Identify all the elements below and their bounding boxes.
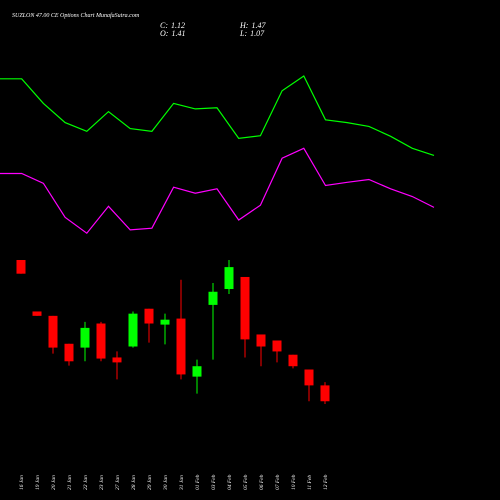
x-tick-label: 06 Feb [259,474,265,490]
x-tick-label: 27 Jan [115,475,121,490]
ohlc-label: H: 1.47 [239,21,266,30]
ohlc-value: 1.12 [171,21,185,30]
candle-body [80,327,90,348]
x-tick-label: 11 Feb [307,475,313,490]
x-tick-label: 01 Feb [195,474,201,490]
candle-body [272,340,282,352]
x-tick-label: 16 Jan [19,475,25,490]
ohlc-value: 1.41 [171,29,185,38]
candle-body [64,343,74,362]
ohlc-label: C: 1.12 [160,21,185,30]
x-tick-label: 22 Jan [83,475,89,490]
x-tick-label: 05 Feb [243,474,249,490]
ohlc-key: H: [239,21,249,30]
x-tick-label: 21 Jan [67,475,73,490]
candle-body [208,291,218,305]
candle-body [96,323,106,359]
indicator-line [0,147,435,235]
candle-body [48,315,58,348]
x-tick-label: 19 Jan [35,475,41,490]
x-tick-label: 23 Jan [99,475,105,490]
x-tick-label: 04 Feb [226,474,233,490]
x-tick-label: 10 Feb [291,474,297,490]
candle-body [256,334,266,347]
candle-body [32,311,42,316]
candle-body [320,385,330,402]
x-tick-label: 29 Jan [147,475,153,490]
chart-title: SUZLON 47.00 CE Options Chart MunafaSutr… [12,12,140,19]
ohlc-key: L: [239,29,247,38]
candle-body [112,357,122,363]
x-tick-label: 30 Jan [163,475,169,491]
candle-body [16,260,26,274]
x-tick-label: 07 Feb [275,474,281,490]
candle-body [224,267,234,290]
candle-body [144,308,154,324]
x-tick-label: 31 Jan [179,475,185,491]
candle-body [288,354,298,367]
x-tick-label: 20 Jan [51,475,57,490]
x-tick-label: 03 Feb [211,474,217,490]
x-tick-label: 28 Jan [131,475,137,490]
ohlc-label: L: 1.07 [239,29,265,38]
x-tick-label: 12 Feb [323,474,329,490]
candle-body [160,319,170,325]
ohlc-label: O: 1.41 [160,29,185,38]
ohlc-value: 1.47 [251,21,266,30]
candle-body [240,276,250,340]
candle-body [128,313,138,347]
ohlc-key: C: [160,21,168,30]
ohlc-key: O: [160,29,169,38]
ohlc-value: 1.07 [250,29,265,38]
candle-body [176,318,186,375]
indicator-line [0,75,435,156]
candle-body [192,366,202,377]
candle-body [304,369,314,386]
